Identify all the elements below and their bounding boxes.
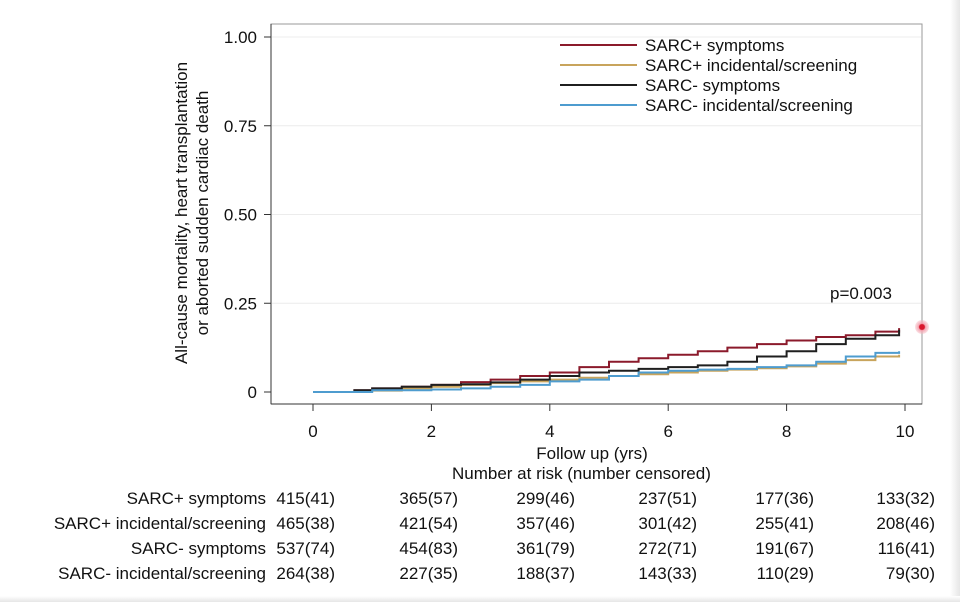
series-line [313,351,901,393]
km-chart: 00.250.500.751.000 2 4 6 8 10 SARC+ symptomsS… [172,23,923,463]
risk-cell: 537(74) [276,539,335,558]
risk-cell: 361(79) [516,539,575,558]
risk-cell: 79(30) [885,564,935,583]
x-tick-label: 6 [663,422,672,441]
pointer-highlight-icon [915,320,929,334]
axes: 0 0.25 0.50 0.75 1.00 0 2 4 6 8 10 [224,24,922,441]
risk-cell: 465(38) [276,514,335,533]
risk-row-label: SARC- incidental/screening [58,564,266,583]
p-value-annotation: p=0.003 [830,284,892,303]
risk-cell: 143(33) [638,564,697,583]
risk-row: SARC- symptoms 537(74) 454(83) 361(79) 2… [0,536,960,561]
risk-cell: 454(83) [399,539,458,558]
gridlines [272,36,921,304]
risk-cell: 188(37) [516,564,575,583]
legend-label: SARC+ symptoms [645,36,784,55]
x-tick-label: 4 [545,422,554,441]
risk-row-label: SARC- symptoms [130,539,266,558]
window-edge-right [950,0,960,602]
y-tick-label: 0 [248,383,257,402]
risk-row: SARC- incidental/screening 264(38) 227(3… [0,561,960,586]
window-edge-bottom [0,596,960,602]
x-tick-label: 10 [896,422,915,441]
y-axis-label-line1: All-cause mortality, heart transplantati… [172,62,191,364]
series-group [313,328,901,393]
x-axis-label: Follow up (yrs) [536,444,647,463]
x-tick-label: 2 [427,422,436,441]
y-axis-label-line2: or aborted sudden cardiac death [193,91,212,336]
legend-label: SARC- incidental/screening [645,96,853,115]
risk-cell: 227(35) [399,564,458,583]
risk-row: SARC+ symptoms 415(41) 365(57) 299(46) 2… [0,486,960,511]
risk-table-title: Number at risk (number censored) [452,464,711,483]
risk-cell: 177(36) [755,489,814,508]
risk-cell: 208(46) [876,514,935,533]
y-tick-label: 0.25 [224,294,257,313]
risk-cell: 255(41) [755,514,814,533]
risk-cell: 357(46) [516,514,575,533]
risk-row: SARC+ incidental/screening 465(38) 421(5… [0,511,960,536]
risk-cell: 110(29) [756,564,814,583]
risk-cell: 237(51) [638,489,697,508]
risk-cell: 365(57) [399,489,458,508]
risk-cell: 116(41) [877,539,935,558]
y-tick-label: 0.50 [224,206,257,225]
y-tick-label: 0.75 [224,117,257,136]
risk-cell: 191(67) [755,539,814,558]
series-line [313,329,901,393]
legend-label: SARC- symptoms [645,76,780,95]
risk-cell: 272(71) [638,539,697,558]
risk-cell: 299(46) [516,489,575,508]
risk-row-label: SARC+ incidental/screening [53,514,266,533]
risk-row-label: SARC+ symptoms [126,489,266,508]
risk-cell: 421(54) [399,514,458,533]
risk-cell: 415(41) [276,489,335,508]
legend-label: SARC+ incidental/screening [645,56,857,75]
risk-cell: 301(42) [638,514,697,533]
x-tick-label: 0 [308,422,317,441]
y-tick-label: 1.00 [224,28,257,47]
risk-cell: 264(38) [276,564,335,583]
risk-cell: 133(32) [876,489,935,508]
x-tick-label: 8 [782,422,791,441]
